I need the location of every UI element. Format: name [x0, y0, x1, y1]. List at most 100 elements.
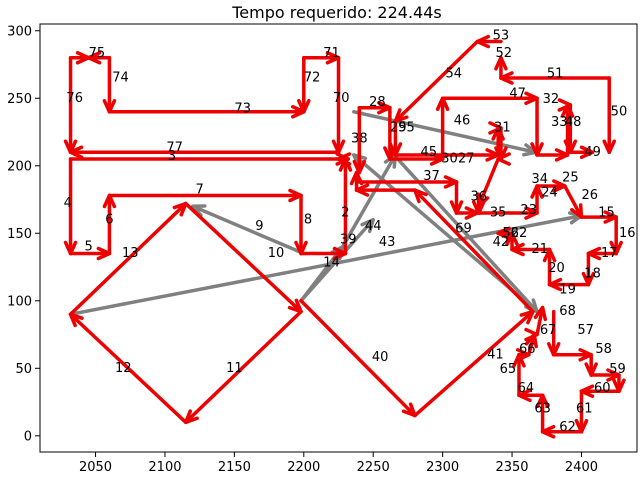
node-label: 59 [609, 362, 626, 377]
node-label: 12 [115, 361, 132, 376]
node-label: 67 [540, 323, 557, 338]
node-label: 8 [304, 212, 312, 227]
node-label: 31 [494, 120, 511, 135]
route-arrow [68, 51, 91, 65]
node-label: 69 [455, 222, 472, 237]
route-arrow [299, 299, 417, 418]
y-tick-label: 100 [7, 294, 32, 309]
node-label: 65 [500, 362, 517, 377]
node-label: 9 [255, 219, 263, 234]
node-label: 54 [445, 66, 462, 81]
y-tick-label: 50 [15, 362, 32, 377]
node-label: 49 [584, 145, 601, 160]
node-label: 76 [66, 91, 83, 106]
node-label: 52 [495, 46, 512, 61]
node-label: 40 [372, 350, 389, 365]
y-tick-label: 0 [24, 429, 32, 444]
node-label: 55 [398, 120, 415, 135]
node-label: 16 [619, 226, 636, 241]
node-label: 66 [519, 342, 536, 357]
node-label: 10 [268, 246, 285, 261]
node-label: 71 [323, 46, 340, 61]
node-label: 4 [64, 196, 72, 211]
chart-title: Tempo requerido: 224.44s [231, 3, 442, 22]
node-labels: 2345678910111213141516171819202122232425… [64, 29, 636, 436]
node-label: 37 [423, 169, 440, 184]
route-arrow [297, 56, 311, 114]
node-label: 20 [548, 261, 565, 276]
route-arrow [107, 188, 303, 203]
node-label: 45 [420, 145, 437, 160]
route-arrow [568, 145, 595, 160]
jump-arrow [190, 204, 306, 256]
node-label: 25 [562, 170, 579, 185]
node-label: 32 [543, 92, 560, 107]
x-tick-label: 2200 [287, 460, 320, 475]
node-label: 73 [234, 102, 251, 117]
x-tick-label: 2050 [79, 460, 112, 475]
y-tick-label: 200 [7, 159, 32, 174]
node-label: 17 [601, 246, 618, 261]
node-label: 68 [559, 304, 576, 319]
x-tick-label: 2100 [148, 460, 181, 475]
node-label: 2 [341, 206, 349, 221]
route-arrow [354, 175, 459, 189]
node-label: 42 [493, 235, 510, 250]
node-label: 24 [541, 185, 558, 200]
node-label: 46 [454, 114, 471, 129]
node-label: 6 [105, 212, 113, 227]
route-arrow [336, 152, 352, 166]
route-arrow [535, 148, 570, 162]
node-label: 34 [532, 172, 549, 187]
route-arrow [68, 152, 350, 166]
y-tick-label: 300 [7, 24, 32, 39]
node-label: 62 [559, 420, 576, 435]
node-label: 63 [534, 401, 551, 416]
route-arrow [68, 145, 341, 160]
node-label: 35 [490, 206, 507, 221]
node-label: 22 [511, 226, 528, 241]
node-label: 28 [369, 95, 386, 110]
node-label: 5 [84, 239, 92, 254]
node-label: 3 [168, 149, 176, 164]
x-tick-label: 2350 [495, 460, 528, 475]
node-label: 14 [323, 255, 340, 270]
node-label: 64 [518, 381, 535, 396]
node-label: 44 [365, 219, 382, 234]
node-label: 74 [112, 71, 129, 86]
route-arrow [496, 226, 514, 241]
route-arrow [86, 51, 112, 65]
route-arrow [435, 96, 450, 161]
y-tick-label: 250 [7, 92, 32, 107]
node-label: 61 [576, 401, 593, 416]
node-label: 60 [594, 381, 611, 396]
node-label: 72 [304, 71, 321, 86]
route-arrow [184, 309, 303, 425]
node-label: 53 [493, 29, 510, 44]
route-arrow [533, 305, 548, 337]
route-arrow [449, 180, 464, 215]
route-arrow [563, 184, 584, 219]
route-arrow [602, 76, 616, 155]
y-axis-ticks: 0 50 100 150 200 250 300 [7, 24, 40, 444]
node-label: 48 [565, 115, 582, 130]
node-label: 30 [441, 152, 458, 167]
node-label: 27 [458, 152, 475, 167]
route-arrow [352, 105, 367, 175]
node-label: 11 [226, 361, 243, 376]
route-arrow [354, 183, 417, 197]
y-tick-label: 150 [7, 227, 32, 242]
route-arrow [551, 348, 593, 362]
node-label: 15 [598, 206, 615, 221]
node-label: 57 [577, 323, 594, 338]
route-arrow [530, 96, 544, 157]
node-label: 70 [333, 91, 350, 106]
x-tick-label: 2300 [426, 460, 459, 475]
node-label: 58 [595, 342, 612, 357]
node-label: 41 [487, 347, 504, 362]
node-label: 21 [532, 242, 549, 257]
node-label: 23 [520, 203, 537, 218]
node-label: 75 [89, 46, 106, 61]
node-label: 18 [584, 266, 601, 281]
